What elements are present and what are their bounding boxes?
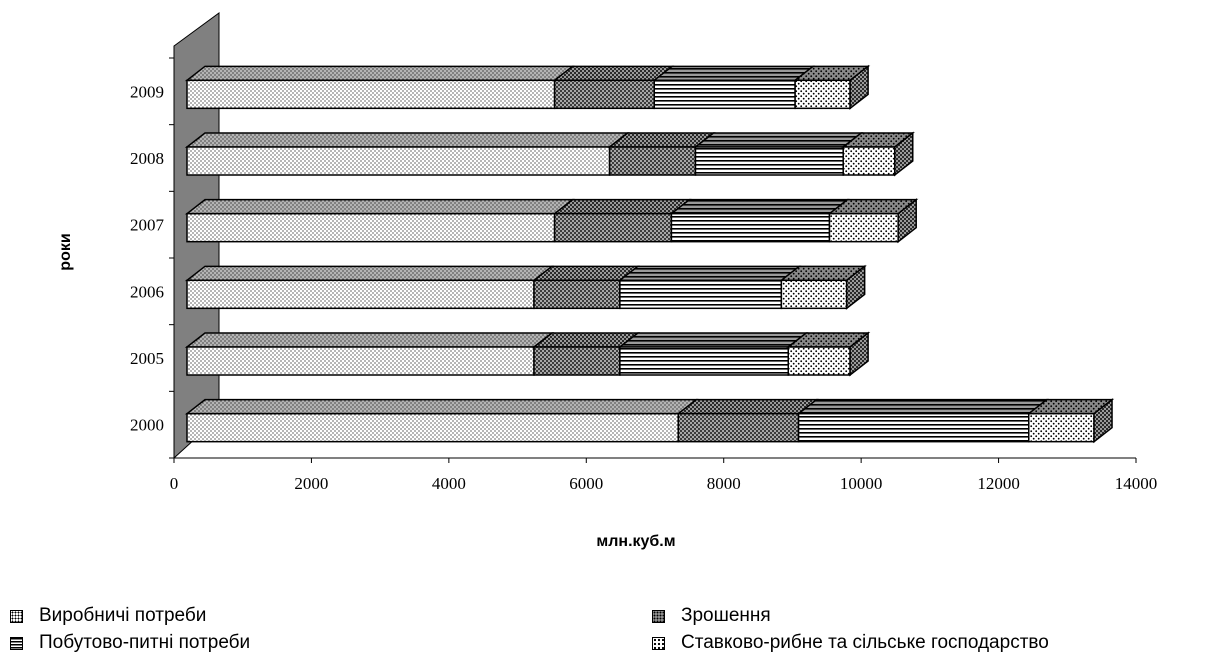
- bar-top-face: [184, 265, 555, 282]
- bar-side-face: [897, 198, 917, 244]
- x-tick-label: 12000: [977, 474, 1020, 493]
- bar-top-face: [669, 198, 850, 215]
- legend-label: Зрошення: [681, 605, 771, 626]
- bar-side-face: [845, 264, 866, 310]
- legend-item: Побутово-питні потреби: [10, 632, 250, 654]
- x-axis-title: млн.куб.м: [596, 533, 675, 550]
- x-tick-label: 14000: [1115, 474, 1158, 493]
- dotted-square-icon: [10, 609, 23, 623]
- legend-label: Ставково-рибне та сільське господарство: [681, 632, 1049, 653]
- x-tick-label: 2000: [294, 474, 328, 493]
- y-tick-label: 2006: [130, 282, 164, 301]
- bar-top-face: [552, 65, 675, 82]
- bar-segment: [653, 79, 796, 110]
- bar-segment: [608, 146, 697, 176]
- bar-top-face: [676, 398, 819, 415]
- bar-segment: [186, 79, 556, 110]
- legend-label: Побутово-питні потреби: [39, 632, 251, 653]
- bar-segment: [186, 212, 556, 243]
- bar-top-face: [617, 265, 802, 282]
- bar-segment: [1028, 412, 1095, 443]
- striped-square-icon: [10, 636, 23, 650]
- bar-top-face: [184, 198, 575, 215]
- y-tick-label: 2009: [130, 82, 164, 101]
- bar-segment: [619, 279, 783, 310]
- bar-segment: [553, 79, 656, 110]
- y-tick-label: 2005: [130, 349, 164, 368]
- bar-segment: [828, 212, 899, 243]
- legend-item: Зрошення: [652, 605, 771, 627]
- x-tick-label: 8000: [707, 474, 741, 493]
- bar-segment: [619, 346, 790, 376]
- x-tick-label: 6000: [569, 474, 603, 493]
- bar-top-face: [617, 332, 809, 348]
- bar-segment: [186, 346, 535, 376]
- bar-top-face: [184, 398, 699, 415]
- y-axis-title: роки: [57, 233, 74, 270]
- legend-item: Виробничі потреби: [10, 605, 206, 627]
- y-tick-label: 2000: [130, 416, 164, 435]
- bar-segment: [794, 79, 851, 110]
- legend-label: Виробничі потреби: [39, 605, 207, 626]
- bar-top-face: [184, 65, 575, 82]
- bar-side-face: [1093, 398, 1113, 444]
- bar-segment: [797, 412, 1030, 443]
- legend-item: Ставково-рибне та сільське господарство: [652, 632, 1049, 654]
- bar-segment: [186, 279, 535, 310]
- bar-top-face: [184, 332, 555, 348]
- bar-side-face: [894, 131, 914, 177]
- bar-segment: [780, 279, 848, 310]
- y-tick-label: 2007: [130, 216, 165, 235]
- bar-segment: [186, 146, 611, 176]
- bar-top-face: [796, 398, 1049, 415]
- dotted-square-icon: [652, 636, 665, 650]
- bar-segment: [533, 279, 621, 310]
- bar-segment: [553, 212, 673, 243]
- x-tick-label: 10000: [840, 474, 883, 493]
- x-tick-label: 4000: [432, 474, 466, 493]
- bar-segment: [677, 412, 800, 443]
- bar-segment: [533, 346, 621, 376]
- bar-side-face: [849, 64, 869, 110]
- bar-top-face: [652, 65, 816, 82]
- bar-top-face: [184, 132, 630, 148]
- bar-segment: [670, 212, 831, 243]
- bar-segment: [186, 412, 680, 443]
- bar-top-face: [552, 198, 692, 215]
- bar-segment: [842, 146, 896, 176]
- bar-top-face: [693, 132, 864, 148]
- bar-segment: [694, 146, 844, 176]
- x-tick-label: 0: [170, 474, 179, 493]
- bar-side-face: [849, 331, 869, 377]
- bar-segment: [787, 346, 851, 376]
- y-tick-label: 2008: [130, 149, 164, 168]
- checkered-square-icon: [652, 609, 665, 623]
